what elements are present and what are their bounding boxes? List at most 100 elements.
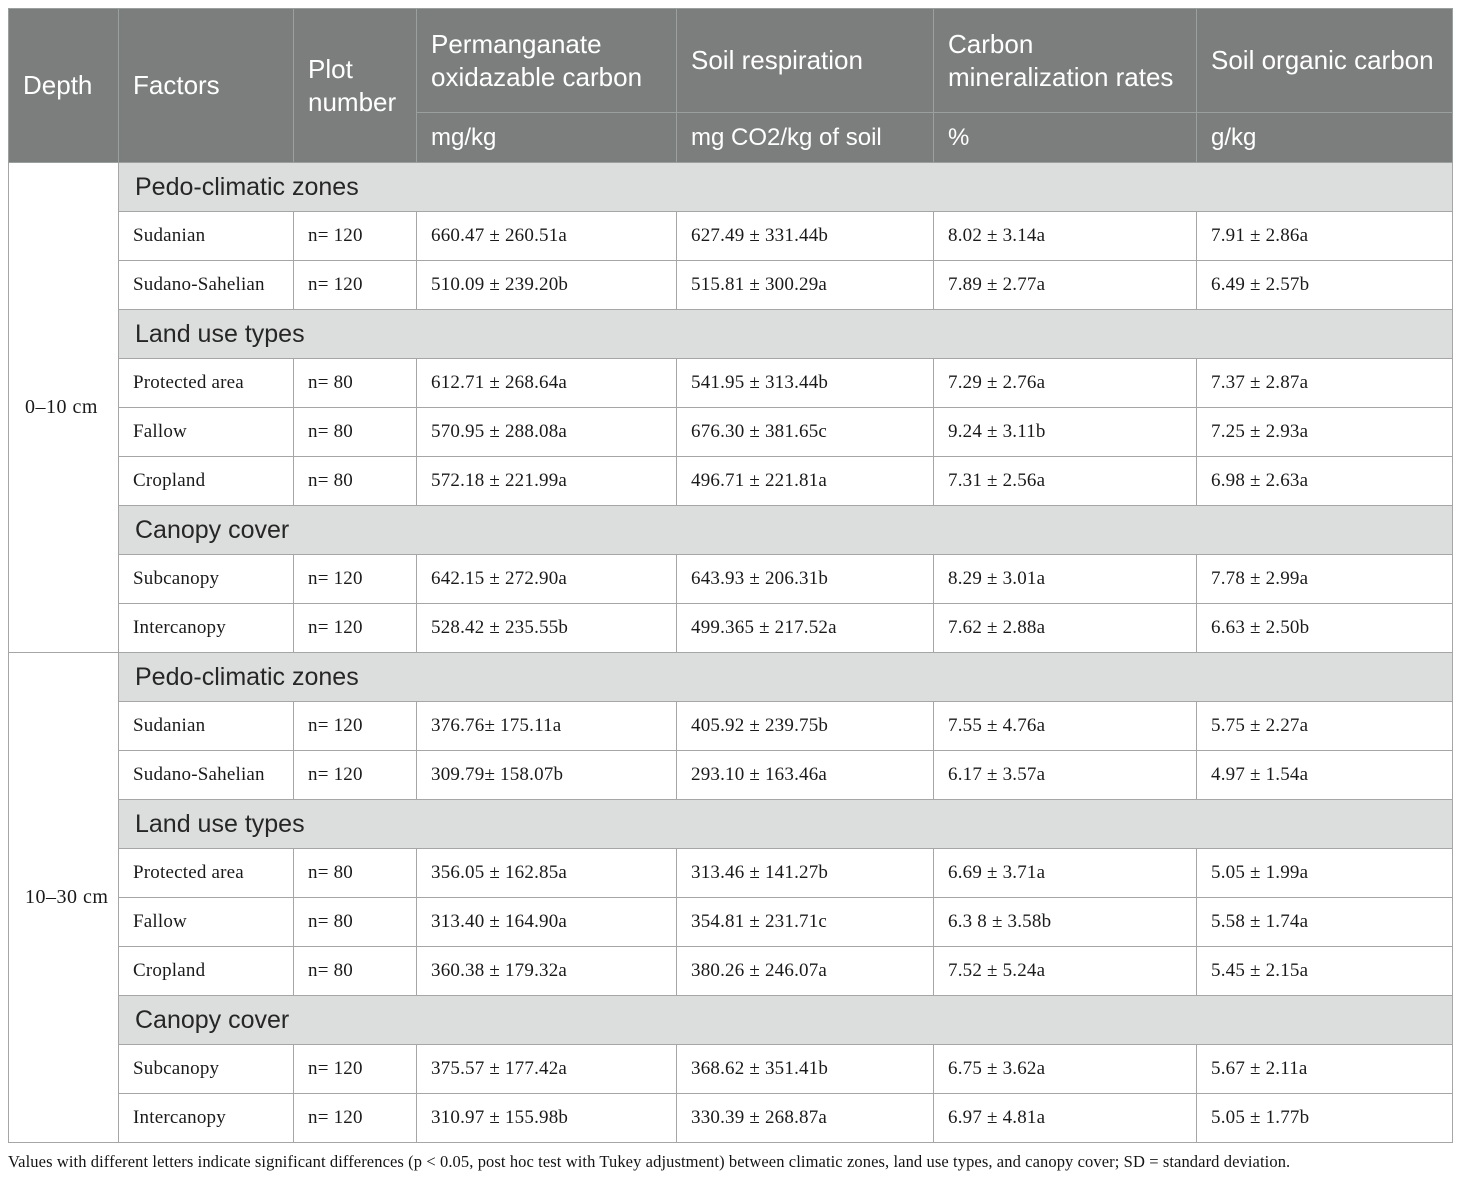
col-header-soil-respiration: Soil respiration [676,8,934,113]
section-header-row: 10–30 cm Pedo-climatic zones [8,652,1453,1143]
factor-cell: Protected area [118,848,294,898]
soil-respiration-cell: 496.71 ± 221.81a [676,456,934,506]
carbon-mineralization-rates-cell: 7.55 ± 4.76a [933,701,1197,751]
permanganate-oxidazable-carbon-cell: 309.79± 158.07b [416,750,677,800]
carbon-mineralization-rates-cell: 6.69 ± 3.71a [933,848,1197,898]
table-row: Subcanopy n= 120 375.57 ± 177.42a 368.62 ± … [9,1044,1453,1094]
factor-cell: Fallow [118,407,294,457]
permanganate-oxidazable-carbon-cell: 313.40 ± 164.90a [416,897,677,947]
table-row: Subcanopy n= 120 642.15 ± 272.90a 643.93 ± … [9,554,1453,604]
factor-cell: Intercanopy [118,603,294,653]
table-row: Fallow n= 80 570.95 ± 288.08a 676.30 ± 381.… [9,407,1453,457]
header-row-labels: Depth Factors Plot number Permanganate o… [8,8,1453,163]
soil-respiration-cell: 405.92 ± 239.75b [676,701,934,751]
col-header-carbon-mineralization-rates: Carbon mineralization rates [933,8,1197,113]
factor-cell: Fallow [118,897,294,947]
carbon-mineralization-rates-cell: 8.02 ± 3.14a [933,211,1197,261]
carbon-mineralization-rates-cell: 7.29 ± 2.76a [933,358,1197,408]
soil-respiration-cell: 380.26 ± 246.07a [676,946,934,996]
soil-organic-carbon-cell: 7.91 ± 2.86a [1196,211,1453,261]
carbon-mineralization-rates-cell: 6.97 ± 4.81a [933,1093,1197,1143]
plot-number-cell: n= 80 [293,358,417,408]
table-body: 0–10 cm Pedo-climatic zones Sudanian n= 120… [8,162,1453,1143]
soil-organic-carbon-cell: 6.63 ± 2.50b [1196,603,1453,653]
carbon-mineralization-rates-cell: 7.62 ± 2.88a [933,603,1197,653]
permanganate-oxidazable-carbon-cell: 360.38 ± 179.32a [416,946,677,996]
plot-number-cell: n= 120 [293,260,417,310]
factor-cell: Cropland [118,456,294,506]
soil-carbon-table: Depth Factors Plot number Permanganate o… [8,8,1453,1143]
plot-number-cell: n= 120 [293,554,417,604]
factor-cell: Sudano-Sahelian [118,260,294,310]
table-row: Protected area n= 80 612.71 ± 268.64a 541.9… [9,358,1453,408]
plot-number-cell: n= 80 [293,456,417,506]
table-footnote: Values with different letters indicate s… [8,1152,1291,1171]
table-row: Cropland n= 80 572.18 ± 221.99a 496.71 ± 22… [9,456,1453,506]
soil-respiration-cell: 368.62 ± 351.41b [676,1044,934,1094]
soil-respiration-cell: 515.81 ± 300.29a [676,260,934,310]
col-header-depth: Depth [8,8,119,163]
factor-cell: Sudano-Sahelian [118,750,294,800]
permanganate-oxidazable-carbon-cell: 612.71 ± 268.64a [416,358,677,408]
factor-cell: Sudanian [118,701,294,751]
permanganate-oxidazable-carbon-cell: 510.09 ± 239.20b [416,260,677,310]
col-header-plot-number: Plot number [293,8,417,163]
unit-soil-respiration: mg CO2/kg of soil [676,112,934,163]
soil-organic-carbon-cell: 5.05 ± 1.77b [1196,1093,1453,1143]
table-row: Intercanopy n= 120 528.42 ± 235.55b 499.365… [9,603,1453,653]
soil-respiration-cell: 313.46 ± 141.27b [676,848,934,898]
unit-soil-organic-carbon: g/kg [1196,112,1453,163]
table-row: Sudanian n= 120 660.47 ± 260.51a 627.49 ± 3… [9,211,1453,261]
permanganate-oxidazable-carbon-cell: 376.76± 175.11a [416,701,677,751]
section-title: Land use types [118,799,1453,849]
col-header-factors: Factors [118,8,294,163]
plot-number-cell: n= 120 [293,1044,417,1094]
section-title: Pedo-climatic zones [118,162,1453,212]
permanganate-oxidazable-carbon-cell: 572.18 ± 221.99a [416,456,677,506]
soil-organic-carbon-cell: 4.97 ± 1.54a [1196,750,1453,800]
soil-respiration-cell: 330.39 ± 268.87a [676,1093,934,1143]
soil-respiration-cell: 354.81 ± 231.71c [676,897,934,947]
soil-respiration-cell: 499.365 ± 217.52a [676,603,934,653]
permanganate-oxidazable-carbon-cell: 528.42 ± 235.55b [416,603,677,653]
section-title: Canopy cover [118,995,1453,1045]
section-header-row: Canopy cover [9,505,1453,555]
plot-number-cell: n= 80 [293,407,417,457]
factor-cell: Intercanopy [118,1093,294,1143]
table-row: Sudano-Sahelian n= 120 510.09 ± 239.20b 515… [9,260,1453,310]
plot-number-cell: n= 80 [293,897,417,947]
soil-organic-carbon-cell: 7.25 ± 2.93a [1196,407,1453,457]
permanganate-oxidazable-carbon-cell: 660.47 ± 260.51a [416,211,677,261]
soil-organic-carbon-cell: 5.58 ± 1.74a [1196,897,1453,947]
carbon-mineralization-rates-cell: 7.52 ± 5.24a [933,946,1197,996]
factor-cell: Protected area [118,358,294,408]
section-header-row: Canopy cover [9,995,1453,1045]
carbon-mineralization-rates-cell: 6.3 8 ± 3.58b [933,897,1197,947]
carbon-mineralization-rates-cell: 7.89 ± 2.77a [933,260,1197,310]
soil-respiration-cell: 643.93 ± 206.31b [676,554,934,604]
soil-organic-carbon-cell: 5.05 ± 1.99a [1196,848,1453,898]
carbon-mineralization-rates-cell: 6.17 ± 3.57a [933,750,1197,800]
soil-organic-carbon-cell: 5.67 ± 2.11a [1196,1044,1453,1094]
table-row: Protected area n= 80 356.05 ± 162.85a 313.4… [9,848,1453,898]
section-title: Canopy cover [118,505,1453,555]
factor-cell: Cropland [118,946,294,996]
soil-respiration-cell: 676.30 ± 381.65c [676,407,934,457]
soil-organic-carbon-cell: 5.45 ± 2.15a [1196,946,1453,996]
section-title: Land use types [118,309,1453,359]
table-header: Depth Factors Plot number Permanganate o… [8,8,1453,163]
plot-number-cell: n= 120 [293,701,417,751]
unit-carbon-mineralization-rates: % [933,112,1197,163]
carbon-mineralization-rates-cell: 8.29 ± 3.01a [933,554,1197,604]
soil-organic-carbon-cell: 7.37 ± 2.87a [1196,358,1453,408]
table-row: Cropland n= 80 360.38 ± 179.32a 380.26 ± 24… [9,946,1453,996]
table-row: Intercanopy n= 120 310.97 ± 155.98b 330.39 … [9,1093,1453,1143]
section-title: Pedo-climatic zones [118,652,1453,702]
header-row-units: mg/kg mg CO2/kg of soil % g/kg [9,112,1453,163]
carbon-mineralization-rates-cell: 7.31 ± 2.56a [933,456,1197,506]
permanganate-oxidazable-carbon-cell: 356.05 ± 162.85a [416,848,677,898]
plot-number-cell: n= 120 [293,211,417,261]
depth-cell: 0–10 cm [8,162,119,653]
col-header-permanganate-oxidazable-carbon: Permanganate oxidazable carbon [416,8,677,113]
